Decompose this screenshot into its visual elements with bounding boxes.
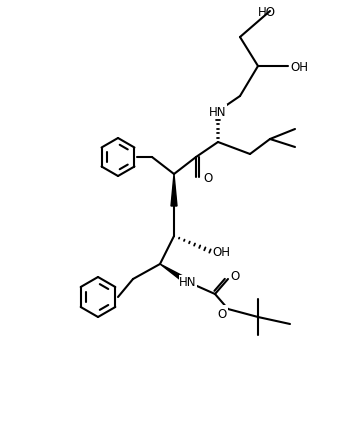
Text: OH: OH (290, 60, 308, 74)
Polygon shape (171, 175, 177, 206)
Text: O: O (230, 269, 239, 282)
Polygon shape (160, 264, 190, 285)
Text: O: O (217, 307, 227, 320)
Text: O: O (203, 171, 212, 184)
Text: OH: OH (212, 245, 230, 258)
Text: HN: HN (179, 276, 197, 289)
Text: HO: HO (258, 6, 276, 18)
Text: HN: HN (209, 105, 227, 118)
